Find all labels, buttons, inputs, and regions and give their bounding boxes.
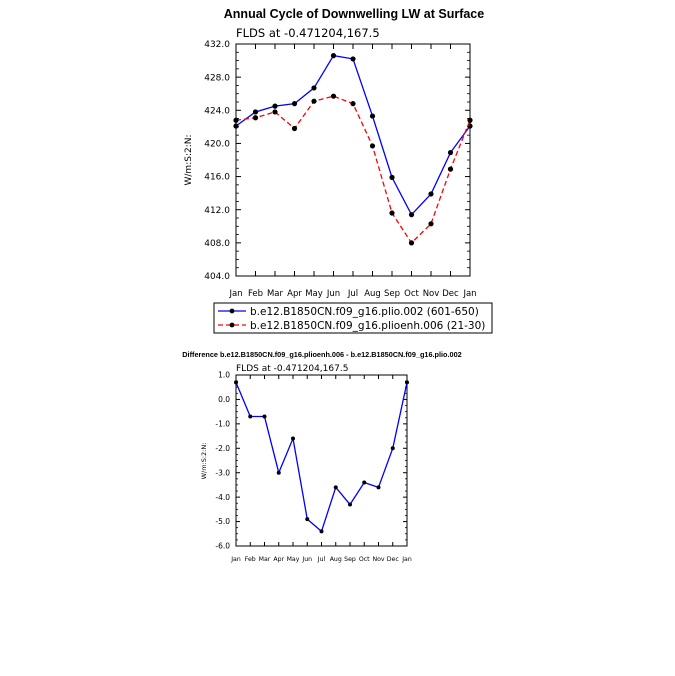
y-tick-label: 404.0 (204, 272, 230, 282)
y-tick-label: -3.0 (215, 468, 230, 477)
legend-box (213, 302, 493, 334)
data-point (330, 53, 337, 59)
data-point (233, 117, 239, 123)
data-point (291, 101, 298, 107)
legend-marker (229, 308, 235, 314)
data-point (305, 517, 310, 522)
data-point (272, 103, 278, 109)
y-tick-label: 416.0 (204, 173, 230, 183)
data-point (311, 98, 317, 104)
y-tick-label: 424.0 (204, 106, 230, 116)
chart-subtitle: FLDS at -0.471204,167.5 (236, 26, 380, 40)
x-tick-label: Jul (347, 289, 358, 299)
data-point (233, 123, 239, 129)
data-point (311, 85, 317, 91)
y-tick-label: 428.0 (204, 73, 230, 83)
annual-cycle-chart: Annual Cycle of Downwelling LW at Surfac… (184, 7, 493, 334)
x-tick-label: Nov (423, 289, 440, 299)
y-tick-label: -2.0 (215, 444, 230, 453)
x-tick-label: Sep (344, 556, 356, 563)
plot-frame (235, 43, 471, 277)
data-point (428, 221, 434, 227)
data-point (405, 380, 409, 385)
y-tick-label: 1.0 (218, 371, 230, 380)
x-tick-label: Mar (267, 289, 284, 299)
y-axis-label: W/m:S:2:N: (184, 135, 194, 186)
y-axis-label: W/m:S:2:N: (200, 443, 208, 480)
x-tick-label: Oct (404, 289, 419, 299)
x-tick-label: Aug (364, 289, 381, 299)
chart-title: Annual Cycle of Downwelling LW at Surfac… (224, 7, 484, 21)
y-tick-label: 0.0 (218, 395, 230, 404)
data-point (262, 414, 267, 419)
chart-title: Difference b.e12.B1850CN.f09_g16.plioenh… (182, 350, 461, 359)
series-line (235, 95, 471, 244)
y-tick-label: 420.0 (204, 140, 230, 150)
data-point (369, 113, 376, 119)
x-tick-label: Oct (359, 556, 370, 563)
data-point (348, 502, 352, 507)
x-tick-label: May (287, 556, 300, 563)
series-line (235, 382, 408, 533)
data-point (447, 166, 454, 172)
data-point (369, 143, 376, 149)
x-tick-label: Jan (230, 556, 241, 563)
data-point (291, 125, 298, 132)
data-point (350, 56, 356, 62)
y-tick-label: -1.0 (215, 419, 230, 428)
data-point (350, 101, 356, 107)
x-tick-label: Jan (228, 289, 242, 299)
data-point (252, 115, 259, 121)
data-point (291, 436, 295, 441)
x-tick-label: Jun (301, 556, 312, 563)
x-tick-label: Nov (372, 556, 384, 563)
x-tick-label: Aug (330, 556, 342, 563)
data-point (248, 414, 253, 419)
x-tick-label: Dec (442, 289, 459, 299)
data-point (389, 210, 395, 216)
data-point (252, 109, 259, 115)
y-tick-label: 408.0 (204, 239, 230, 249)
y-tick-label: 412.0 (204, 206, 230, 216)
x-tick-label: Sep (384, 289, 400, 299)
data-point (333, 485, 338, 490)
data-point (376, 485, 381, 490)
data-point (272, 109, 278, 115)
x-tick-label: Apr (287, 289, 302, 299)
data-point (390, 446, 395, 451)
x-tick-label: Feb (245, 556, 256, 563)
chart-subtitle: FLDS at -0.471204,167.5 (236, 364, 348, 374)
x-tick-label: Apr (273, 556, 284, 563)
data-point (319, 529, 324, 534)
x-tick-label: Dec (387, 556, 400, 563)
x-tick-label: Jun (326, 289, 340, 299)
y-tick-label: 432.0 (204, 40, 230, 50)
y-tick-label: -5.0 (215, 517, 230, 526)
data-point (276, 470, 281, 475)
legend-marker (229, 322, 235, 328)
x-tick-label: Feb (248, 289, 263, 299)
legend-label: b.e12.B1850CN.f09_g16.plio.002 (601-650) (250, 306, 479, 318)
data-point (447, 149, 454, 156)
legend-label: b.e12.B1850CN.f09_g16.plioenh.006 (21-30… (250, 320, 485, 332)
x-tick-label: Mar (259, 556, 271, 563)
x-tick-label: Jan (462, 289, 476, 299)
x-tick-label: Jul (317, 556, 326, 563)
x-tick-label: Jan (401, 556, 412, 563)
y-tick-label: -6.0 (215, 542, 230, 551)
data-point (408, 240, 415, 246)
difference-chart: Difference b.e12.B1850CN.f09_g16.plioenh… (182, 350, 461, 563)
series-line (235, 54, 471, 216)
data-point (362, 480, 367, 485)
data-point (234, 380, 238, 385)
y-tick-label: -4.0 (215, 493, 230, 502)
data-point (389, 174, 395, 180)
data-point (467, 117, 473, 123)
plot-frame (235, 374, 408, 547)
x-tick-label: May (305, 289, 323, 299)
data-point (330, 93, 337, 99)
data-point (428, 191, 434, 197)
data-point (408, 212, 415, 218)
